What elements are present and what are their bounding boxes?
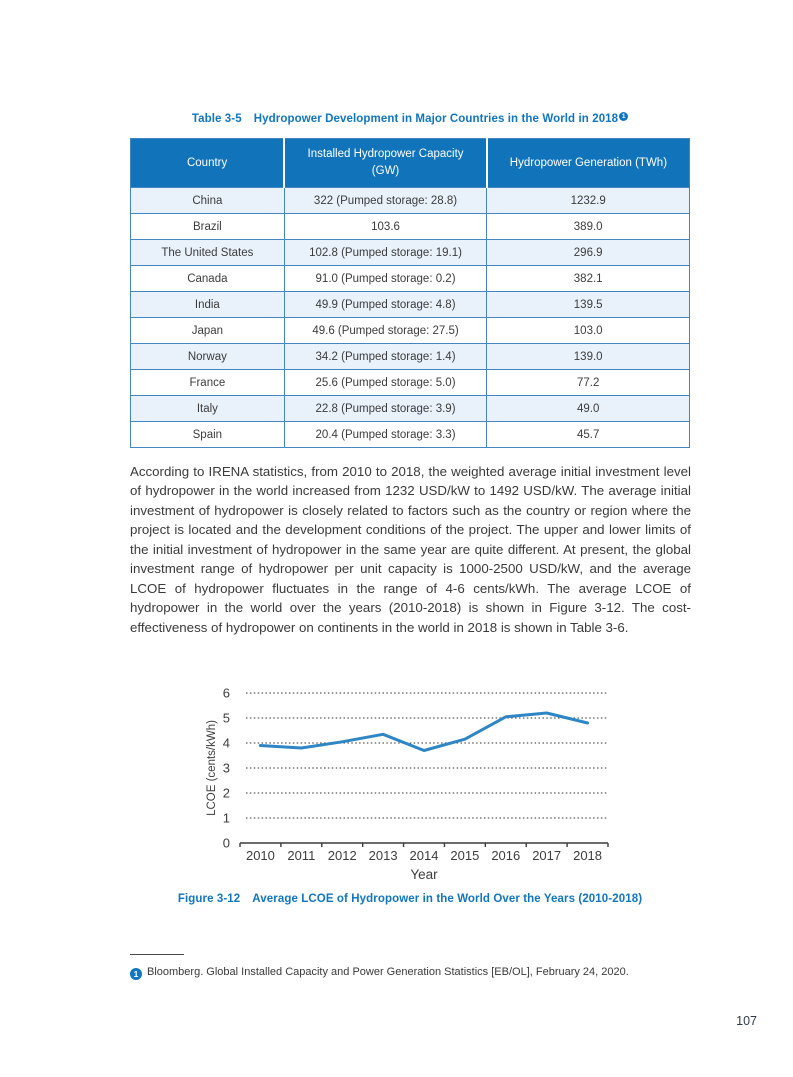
footnote-divider <box>130 954 184 955</box>
x-tick-label: 2016 <box>491 848 520 863</box>
lcoe-chart-svg: 0 1 2 3 4 5 6 2010 2011 2012 2013 2014 2015 2016 2017 2… <box>206 686 609 882</box>
table-cell: 296.9 <box>486 239 690 266</box>
footnote-text: Bloomberg. Global Installed Capacity and… <box>147 966 629 978</box>
y-tick-label: 5 <box>223 711 230 726</box>
table-cell: 322 (Pumped storage: 28.8) <box>283 187 488 214</box>
table-title-prefix: Table 3-5 <box>191 113 242 125</box>
footnote-marker-icon: 1 <box>130 968 142 980</box>
table-cell: 103.0 <box>486 317 690 344</box>
table-cell: Norway <box>130 343 285 370</box>
table-cell: Italy <box>130 395 285 422</box>
y-tick-label: 4 <box>223 736 230 751</box>
table-row: Canada 91.0 (Pumped storage: 0.2) 382.1 <box>130 265 690 292</box>
table-cell: 49.0 <box>486 395 690 422</box>
table-cell: 77.2 <box>486 369 690 396</box>
table-cell: 1232.9 <box>486 187 690 214</box>
table-cell: 102.8 (Pumped storage: 19.1) <box>283 239 488 266</box>
y-tick-label: 0 <box>223 836 230 851</box>
x-tick-label: 2010 <box>246 848 275 863</box>
lcoe-line-series <box>258 711 590 752</box>
table-cell: Japan <box>130 317 285 344</box>
table-cell: 25.6 (Pumped storage: 5.0) <box>283 369 488 396</box>
table-row: Spain 20.4 (Pumped storage: 3.3) 45.7 <box>130 421 690 448</box>
hydropower-table-head: Country Installed Hydropower Capacity (GW… <box>130 138 690 188</box>
table-cell: 139.5 <box>486 291 690 318</box>
hydropower-table-body: China 322 (Pumped storage: 28.8) 1232.9 Bra… <box>130 187 690 448</box>
figure-caption: Figure 3-12 Average LCOE of Hydropower in… <box>130 893 690 905</box>
body-paragraph: According to IRENA statistics, from 2010… <box>130 464 691 635</box>
x-tick-label: 2013 <box>369 848 398 863</box>
table-cell: 139.0 <box>486 343 690 370</box>
table-header-cell: Country <box>130 138 285 188</box>
lcoe-chart: 0 1 2 3 4 5 6 2010 2011 2012 2013 2014 2015 2016 2017 2… <box>195 678 655 890</box>
table-row: India 49.9 (Pumped storage: 4.8) 139.5 <box>130 291 690 318</box>
table-row: France 25.6 (Pumped storage: 5.0) 77.2 <box>130 369 690 396</box>
y-axis-title: LCOE (cents/kWh) <box>206 720 218 816</box>
table-title-text: Hydropower Development in Major Countrie… <box>253 113 619 125</box>
table-cell: 389.0 <box>486 213 690 240</box>
x-tick-label: 2017 <box>532 848 561 863</box>
table-header-cell: Hydropower Generation (TWh) <box>485 138 690 188</box>
table-cell: The United States <box>130 239 285 266</box>
footnote-ref-icon: 1 <box>619 112 629 121</box>
table-row: Norway 34.2 (Pumped storage: 1.4) 139.0 <box>130 343 690 370</box>
table-cell: 45.7 <box>486 421 690 448</box>
table-cell: Brazil <box>130 213 285 240</box>
table-cell: 22.8 (Pumped storage: 3.9) <box>283 395 488 422</box>
x-tick-label: 2012 <box>328 848 357 863</box>
table-cell: 34.2 (Pumped storage: 1.4) <box>283 343 488 370</box>
table-row: Italy 22.8 (Pumped storage: 3.9) 49.0 <box>130 395 690 422</box>
table-header-row: Country Installed Hydropower Capacity (GW… <box>130 138 690 188</box>
y-tick-label: 3 <box>223 761 230 776</box>
table-cell: 382.1 <box>486 265 690 292</box>
y-tick-label: 1 <box>223 811 230 826</box>
table-cell: 49.6 (Pumped storage: 27.5) <box>283 317 488 344</box>
figure-caption-prefix: Figure 3-12 <box>177 893 241 905</box>
table-cell: India <box>130 291 285 318</box>
table-title: Table 3-5 Hydropower Development in Major… <box>130 112 690 125</box>
x-axis-title: Year <box>410 867 438 882</box>
table-row: The United States 102.8 (Pumped storage: … <box>130 239 690 266</box>
table-row: Brazil 103.6 389.0 <box>130 213 690 240</box>
table-cell: 49.9 (Pumped storage: 4.8) <box>283 291 488 318</box>
x-tick-label: 2011 <box>287 848 315 863</box>
figure-caption-text: Average LCOE of Hydropower in the World … <box>252 893 643 905</box>
table-header-cell: Installed Hydropower Capacity (GW) <box>283 138 487 188</box>
hydropower-table: Country Installed Hydropower Capacity (GW… <box>130 138 690 448</box>
y-tick-label: 6 <box>223 686 230 701</box>
table-cell: Canada <box>130 265 285 292</box>
table-row: China 322 (Pumped storage: 28.8) 1232.9 <box>130 187 690 214</box>
page-number: 107 <box>736 1014 757 1028</box>
table-cell: China <box>130 187 285 214</box>
table-cell: 20.4 (Pumped storage: 3.3) <box>283 421 488 448</box>
table-cell: 91.0 (Pumped storage: 0.2) <box>283 265 488 292</box>
table-row: Japan 49.6 (Pumped storage: 27.5) 103.0 <box>130 317 690 344</box>
x-tick-label: 2015 <box>450 848 479 863</box>
table-cell: France <box>130 369 285 396</box>
x-tick-label: 2018 <box>573 848 602 863</box>
table-cell: Spain <box>130 421 285 448</box>
y-tick-label: 2 <box>223 786 230 801</box>
x-tick-label: 2014 <box>410 848 439 863</box>
table-cell: 103.6 <box>283 213 488 240</box>
footnote: 1 Bloomberg. Global Installed Capacity an… <box>130 966 690 980</box>
